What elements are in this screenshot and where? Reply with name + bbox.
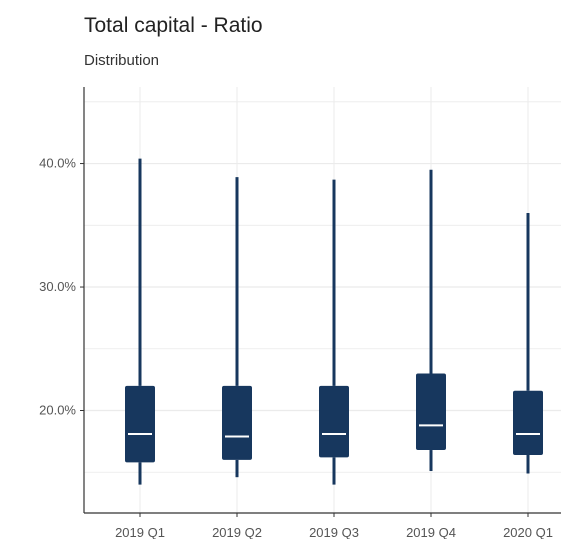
box-body: [222, 385, 252, 460]
x-tick-label: 2019 Q1: [115, 525, 165, 539]
box-5: [513, 212, 543, 474]
box-3: [319, 179, 349, 485]
axes: [80, 87, 561, 517]
box-1: [125, 158, 155, 485]
y-tick-label: 30.0%: [39, 279, 76, 294]
x-tick-label: 2020 Q1: [503, 525, 553, 539]
box-2: [222, 177, 252, 478]
box-body: [125, 385, 155, 463]
y-tick-label: 20.0%: [39, 403, 76, 418]
y-tick-label: 40.0%: [39, 156, 76, 171]
x-tick-label: 2019 Q3: [309, 525, 359, 539]
box-series: [125, 158, 543, 485]
chart-subtitle: Distribution: [84, 52, 160, 69]
box-4: [416, 169, 446, 472]
tick-labels: 20.0% 30.0% 40.0% 2019 Q1 2019 Q2 2019 Q3 2019…: [39, 156, 553, 539]
box-body: [513, 390, 543, 455]
x-tick-label: 2019 Q4: [406, 525, 456, 539]
x-tick-label: 2019 Q2: [212, 525, 262, 539]
box-body: [416, 373, 446, 451]
box-body: [319, 385, 349, 458]
chart-title: Total capital - Ratio: [84, 14, 263, 37]
